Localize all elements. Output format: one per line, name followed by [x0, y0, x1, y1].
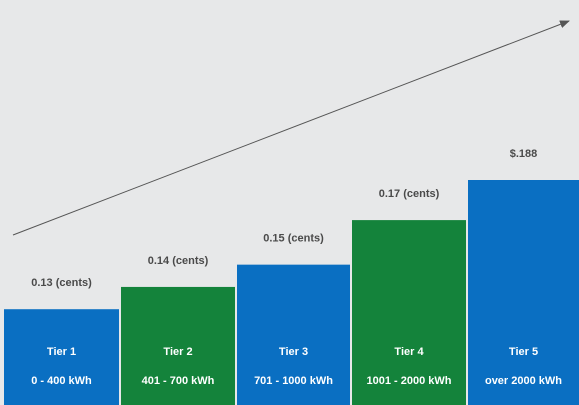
- range-label-tier-2: 401 - 700 kWh: [142, 375, 215, 387]
- range-label-tier-1: 0 - 400 kWh: [31, 375, 92, 387]
- tier-label-5: Tier 5: [509, 346, 538, 358]
- tier-label-2: Tier 2: [163, 346, 192, 358]
- tier-label-3: Tier 3: [279, 346, 308, 358]
- tier-group-3: 0.15 (cents) Tier 3 701 - 1000 kWh: [237, 233, 350, 405]
- value-label-tier-3: 0.15 (cents): [263, 233, 324, 245]
- bar-tier-1: [4, 309, 119, 405]
- tier-group-4: 0.17 (cents) Tier 4 1001 - 2000 kWh: [352, 188, 466, 405]
- range-label-tier-4: 1001 - 2000 kWh: [367, 375, 452, 387]
- value-label-tier-2: 0.14 (cents): [148, 255, 209, 267]
- tier-label-1: Tier 1: [47, 346, 76, 358]
- value-label-tier-4: 0.17 (cents): [379, 188, 440, 200]
- tier-label-4: Tier 4: [394, 346, 424, 358]
- value-label-tier-1: 0.13 (cents): [31, 277, 92, 289]
- bar-tier-4: [352, 220, 466, 405]
- bar-tier-5: [468, 180, 579, 405]
- tier-group-5: $.188 Tier 5 over 2000 kWh: [468, 148, 579, 405]
- value-label-tier-5: $.188: [510, 148, 538, 160]
- tier-group-1: 0.13 (cents) Tier 1 0 - 400 kWh: [4, 277, 119, 405]
- bar-tier-2: [121, 286, 235, 405]
- range-label-tier-3: 701 - 1000 kWh: [254, 375, 333, 387]
- trend-arrow: [12, 20, 570, 236]
- bar-tier-3: [237, 264, 350, 405]
- bars-layer: 0.13 (cents) Tier 1 0 - 400 kWh 0.14 (cents…: [4, 148, 579, 405]
- range-label-tier-5: over 2000 kWh: [485, 375, 562, 387]
- tier-group-2: 0.14 (cents) Tier 2 401 - 700 kWh: [121, 255, 235, 405]
